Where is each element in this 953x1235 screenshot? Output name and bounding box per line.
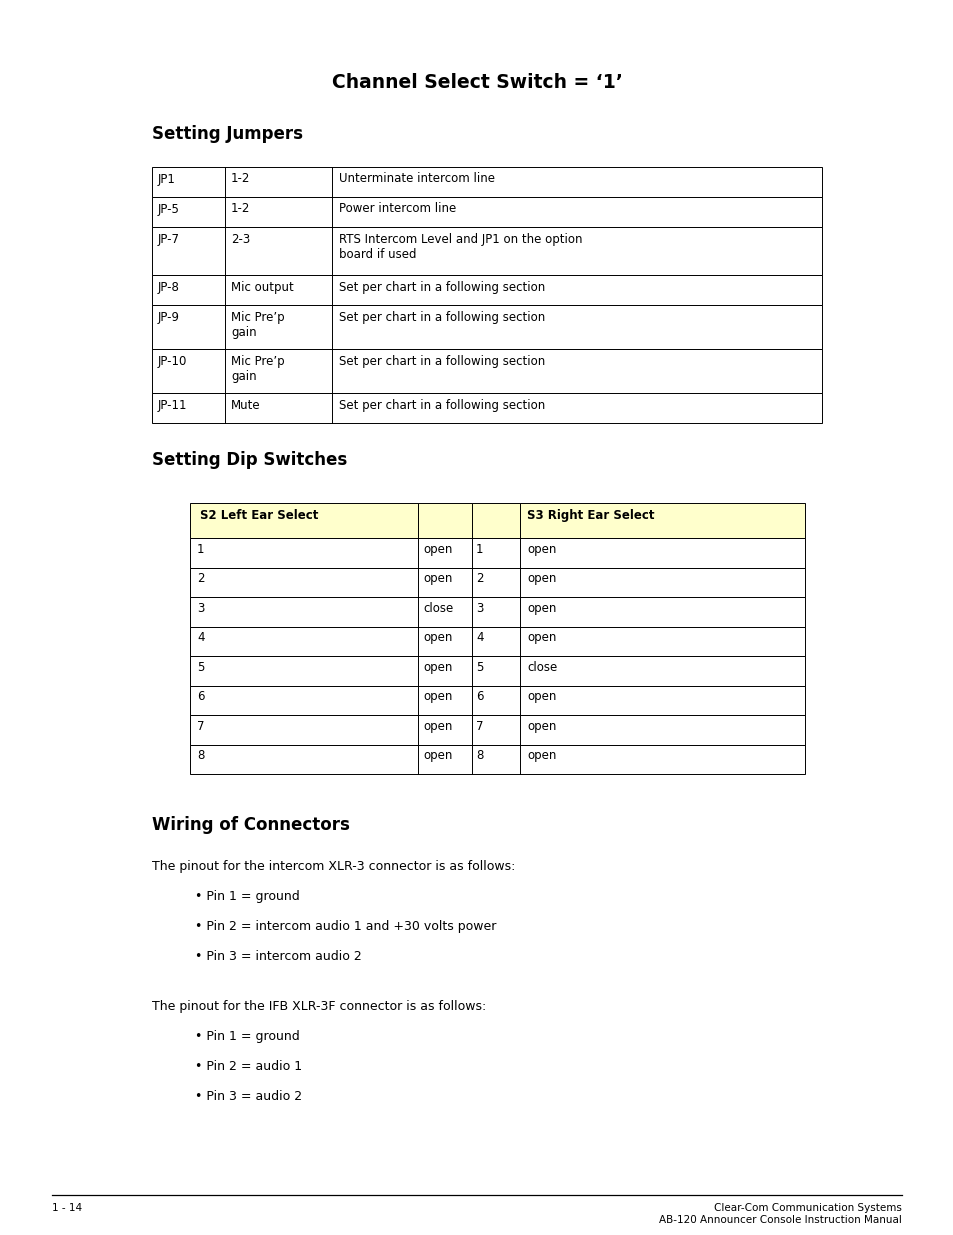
Text: 2-3: 2-3 bbox=[231, 232, 250, 246]
Text: open: open bbox=[422, 690, 452, 703]
Text: 4: 4 bbox=[196, 631, 204, 645]
Text: JP-10: JP-10 bbox=[158, 354, 187, 368]
Text: 4: 4 bbox=[476, 631, 483, 645]
Bar bbox=[190, 597, 804, 626]
Text: Setting Dip Switches: Setting Dip Switches bbox=[152, 451, 347, 469]
Text: S3 Right Ear Select: S3 Right Ear Select bbox=[526, 509, 654, 521]
Bar bbox=[190, 503, 417, 538]
Text: open: open bbox=[526, 631, 556, 645]
Text: JP1: JP1 bbox=[158, 173, 175, 185]
Text: 2: 2 bbox=[196, 572, 204, 585]
Text: 8: 8 bbox=[196, 750, 204, 762]
Text: JP-9: JP-9 bbox=[158, 310, 180, 324]
Bar bbox=[152, 227, 821, 275]
Text: JP-8: JP-8 bbox=[158, 280, 180, 294]
Text: open: open bbox=[422, 631, 452, 645]
Text: Mic output: Mic output bbox=[231, 280, 294, 294]
Text: 1-2: 1-2 bbox=[231, 173, 250, 185]
Text: open: open bbox=[422, 572, 452, 585]
Bar bbox=[417, 503, 472, 538]
Text: open: open bbox=[422, 661, 452, 674]
Text: open: open bbox=[526, 750, 556, 762]
Bar bbox=[152, 167, 821, 198]
Bar bbox=[190, 626, 804, 656]
Text: 8: 8 bbox=[476, 750, 483, 762]
Text: 1 - 14: 1 - 14 bbox=[52, 1203, 82, 1213]
Bar bbox=[519, 503, 804, 538]
Text: JP-11: JP-11 bbox=[158, 399, 188, 411]
Text: 3: 3 bbox=[476, 601, 483, 615]
Text: Clear-Com Communication Systems
AB-120 Announcer Console Instruction Manual: Clear-Com Communication Systems AB-120 A… bbox=[659, 1203, 901, 1225]
Text: 1: 1 bbox=[196, 543, 204, 556]
Text: open: open bbox=[526, 720, 556, 732]
Text: • Pin 3 = audio 2: • Pin 3 = audio 2 bbox=[194, 1091, 302, 1103]
Text: • Pin 1 = ground: • Pin 1 = ground bbox=[194, 1030, 299, 1044]
Text: RTS Intercom Level and JP1 on the option
board if used: RTS Intercom Level and JP1 on the option… bbox=[338, 232, 582, 261]
Bar bbox=[152, 275, 821, 305]
Text: Set per chart in a following section: Set per chart in a following section bbox=[338, 280, 545, 294]
Text: 7: 7 bbox=[196, 720, 204, 732]
Text: Mic Pre’p
gain: Mic Pre’p gain bbox=[231, 310, 284, 338]
Text: close: close bbox=[422, 601, 453, 615]
Bar bbox=[472, 503, 519, 538]
Text: • Pin 3 = intercom audio 2: • Pin 3 = intercom audio 2 bbox=[194, 950, 361, 963]
Text: Power intercom line: Power intercom line bbox=[338, 203, 456, 215]
Bar bbox=[152, 305, 821, 350]
Text: S2 Left Ear Select: S2 Left Ear Select bbox=[200, 509, 318, 521]
Bar bbox=[190, 715, 804, 745]
Text: open: open bbox=[526, 543, 556, 556]
Text: The pinout for the IFB XLR-3F connector is as follows:: The pinout for the IFB XLR-3F connector … bbox=[152, 1000, 486, 1013]
Text: 7: 7 bbox=[476, 720, 483, 732]
Bar bbox=[190, 685, 804, 715]
Text: JP-5: JP-5 bbox=[158, 203, 180, 215]
Text: • Pin 2 = intercom audio 1 and +30 volts power: • Pin 2 = intercom audio 1 and +30 volts… bbox=[194, 920, 496, 932]
Text: open: open bbox=[422, 750, 452, 762]
Text: JP-7: JP-7 bbox=[158, 232, 180, 246]
Bar bbox=[152, 393, 821, 424]
Text: • Pin 2 = audio 1: • Pin 2 = audio 1 bbox=[194, 1060, 302, 1073]
Text: Set per chart in a following section: Set per chart in a following section bbox=[338, 399, 545, 411]
Text: Unterminate intercom line: Unterminate intercom line bbox=[338, 173, 495, 185]
Text: open: open bbox=[422, 720, 452, 732]
Text: 5: 5 bbox=[196, 661, 204, 674]
Text: Wiring of Connectors: Wiring of Connectors bbox=[152, 816, 350, 834]
Text: Setting Jumpers: Setting Jumpers bbox=[152, 125, 303, 143]
Text: open: open bbox=[526, 572, 556, 585]
Text: Mute: Mute bbox=[231, 399, 260, 411]
Text: Channel Select Switch = ‘1’: Channel Select Switch = ‘1’ bbox=[332, 73, 621, 91]
Text: 1: 1 bbox=[476, 543, 483, 556]
Text: The pinout for the intercom XLR-3 connector is as follows:: The pinout for the intercom XLR-3 connec… bbox=[152, 860, 515, 873]
Text: open: open bbox=[526, 601, 556, 615]
Text: Set per chart in a following section: Set per chart in a following section bbox=[338, 310, 545, 324]
Bar bbox=[152, 198, 821, 227]
Bar bbox=[190, 745, 804, 774]
Text: open: open bbox=[422, 543, 452, 556]
Text: close: close bbox=[526, 661, 557, 674]
Bar bbox=[190, 538, 804, 568]
Text: 5: 5 bbox=[476, 661, 483, 674]
Bar bbox=[152, 350, 821, 393]
Text: Set per chart in a following section: Set per chart in a following section bbox=[338, 354, 545, 368]
Text: 2: 2 bbox=[476, 572, 483, 585]
Bar bbox=[190, 568, 804, 597]
Text: 1-2: 1-2 bbox=[231, 203, 250, 215]
Text: 6: 6 bbox=[196, 690, 204, 703]
Text: open: open bbox=[526, 690, 556, 703]
Bar bbox=[190, 656, 804, 685]
Text: 3: 3 bbox=[196, 601, 204, 615]
Text: • Pin 1 = ground: • Pin 1 = ground bbox=[194, 890, 299, 903]
Text: 6: 6 bbox=[476, 690, 483, 703]
Text: Mic Pre’p
gain: Mic Pre’p gain bbox=[231, 354, 284, 383]
